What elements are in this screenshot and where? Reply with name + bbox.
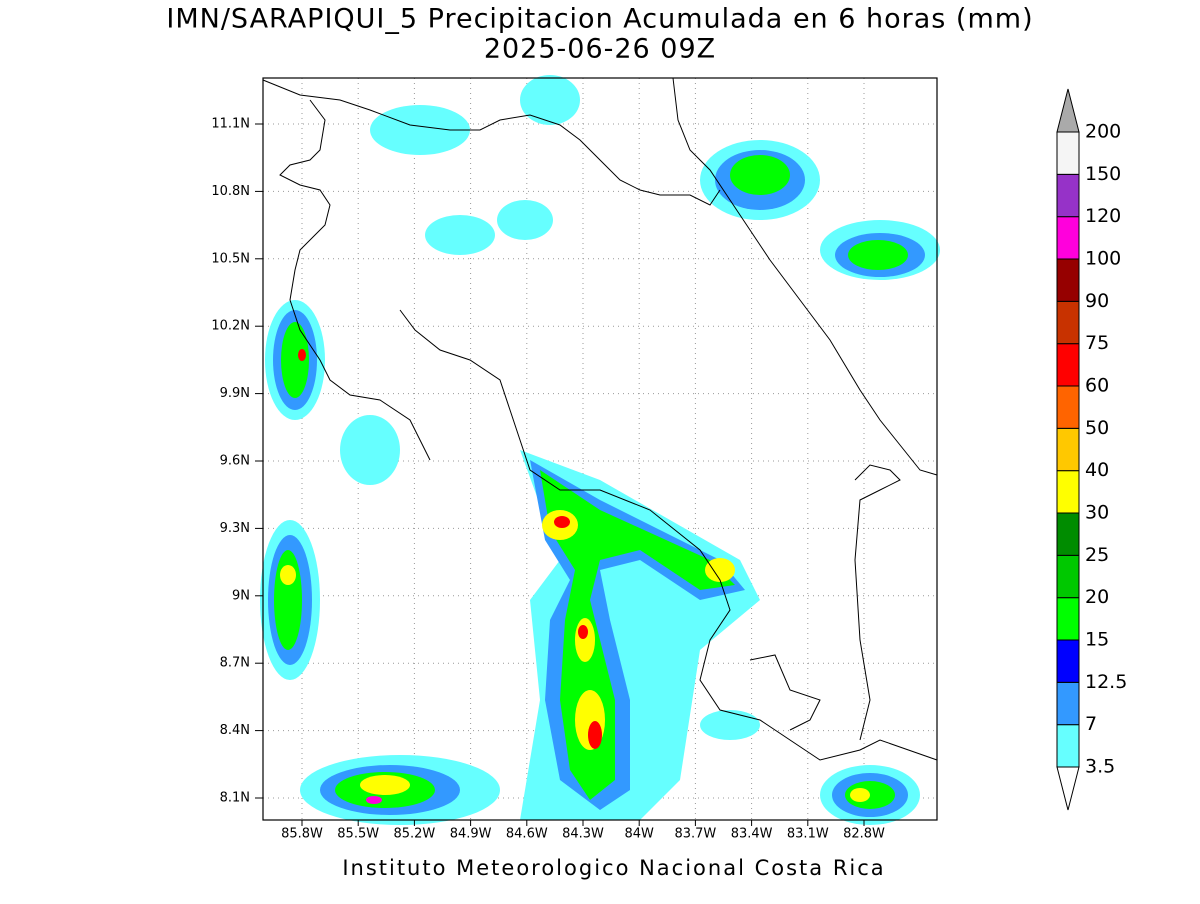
colorbar-box	[1056, 724, 1080, 768]
lon-label: 83.4W	[731, 827, 773, 842]
colorbar-label: 12.5	[1085, 671, 1127, 693]
lat-label: 10.8N	[211, 184, 250, 199]
plot-area	[260, 75, 940, 825]
colorbar-box	[1056, 512, 1080, 556]
lon-label: 84.9W	[450, 827, 492, 842]
colorbar-box	[1056, 258, 1080, 302]
colorbar-box	[1056, 343, 1080, 387]
lat-label: 8.7N	[220, 656, 250, 671]
lat-label: 9.3N	[220, 521, 250, 536]
colorbar-label: 100	[1085, 248, 1121, 270]
colorbar-box	[1056, 131, 1080, 175]
subtitle: 2025-06-26 09Z	[484, 34, 716, 65]
colorbar-label: 90	[1085, 290, 1109, 312]
colorbar-box	[1056, 216, 1080, 260]
colorbar-label: 200	[1085, 121, 1121, 143]
colorbar-low-triangle	[1056, 766, 1080, 811]
colorbar-label: 3.5	[1085, 756, 1115, 778]
colorbar-label: 25	[1085, 544, 1109, 566]
lat-label: 11.1N	[211, 117, 250, 132]
colorbar-label: 40	[1085, 459, 1109, 481]
colorbar-box	[1056, 554, 1080, 599]
precip-fields	[260, 75, 940, 825]
colorbar-label: 60	[1085, 375, 1109, 397]
colorbar-label: 15	[1085, 629, 1109, 651]
lon-label: 83.1W	[787, 827, 829, 842]
lon-label: 85.2W	[393, 827, 435, 842]
plot-frame	[262, 77, 938, 821]
grid	[263, 78, 937, 820]
colorbar-label: 20	[1085, 586, 1109, 608]
lon-label: 82.8W	[843, 827, 885, 842]
lon-label: 85.5W	[337, 827, 379, 842]
colorbar-box	[1056, 173, 1080, 218]
title: IMN/SARAPIQUI_5 Precipitacion Acumulada …	[166, 4, 1033, 35]
lon-label: 84W	[624, 827, 654, 842]
lat-label: 8.1N	[220, 791, 250, 806]
credit: Instituto Meteorologico Nacional Costa R…	[342, 856, 885, 880]
lat-label: 9N	[232, 588, 250, 603]
colorbar-box	[1056, 470, 1080, 514]
colorbar-label: 150	[1085, 163, 1121, 185]
colorbar-label: 30	[1085, 502, 1109, 524]
colorbar-label: 75	[1085, 332, 1109, 354]
lat-label: 8.4N	[220, 723, 250, 738]
lon-label: 83.7W	[674, 827, 716, 842]
lon-label: 84.6W	[506, 827, 548, 842]
colorbar-label: 120	[1085, 205, 1121, 227]
colorbar-box	[1056, 427, 1080, 472]
colorbar-label: 7	[1085, 713, 1097, 735]
lon-label: 85.8W	[281, 827, 323, 842]
lat-label: 10.5N	[211, 251, 250, 266]
axes: 11.1N 10.8N 10.5N 10.2N 9.9N 9.6N 9.3N 9N 8.7N 8.…	[211, 117, 885, 842]
colorbar-box	[1056, 639, 1080, 683]
colorbar-high-triangle	[1056, 88, 1080, 133]
colorbar-box	[1056, 385, 1080, 429]
lon-label: 84.3W	[562, 827, 604, 842]
colorbar-label: 50	[1085, 417, 1109, 439]
lat-label: 9.9N	[220, 386, 250, 401]
lat-label: 9.6N	[220, 454, 250, 469]
colorbar-box	[1056, 681, 1080, 726]
colorbar: 3.5 7 12.5 15 20 25 30 40 50 60 75 90 100 120 150 200	[1056, 88, 1127, 811]
colorbar-box	[1056, 597, 1080, 641]
colorbar-box	[1056, 300, 1080, 345]
lat-label: 10.2N	[211, 319, 250, 334]
coastlines	[262, 77, 938, 761]
